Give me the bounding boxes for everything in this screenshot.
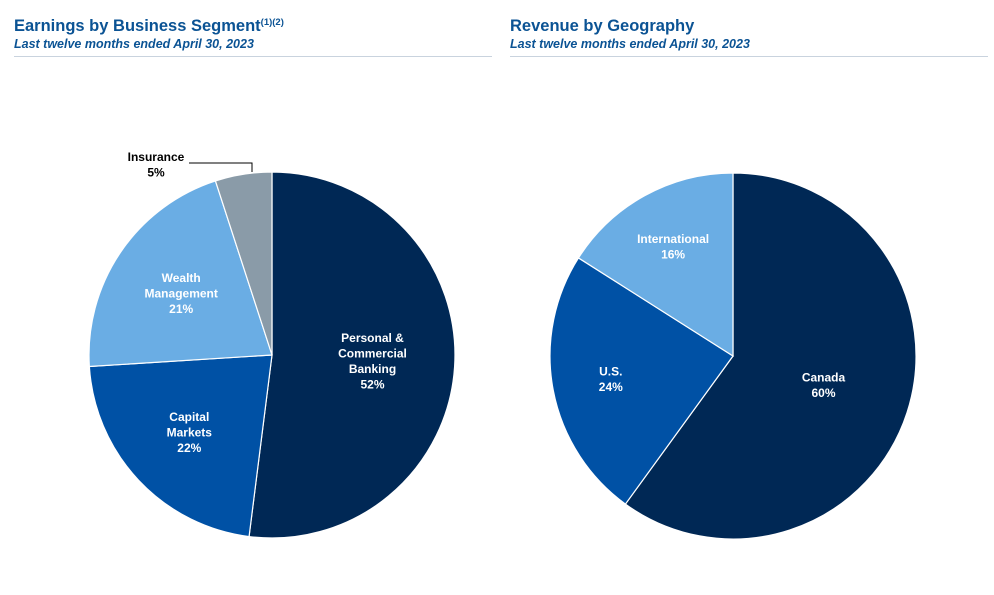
pie-slice-capital-markets [88,354,273,538]
slice-label-insurance: Insurance 5% [128,150,185,180]
pie-slice-personal-commercial-banking [248,171,456,539]
chart-title: Earnings by Business Segment(1)(2) [14,17,284,35]
slice-label-wealth-management: Wealth Management 21% [145,271,218,316]
slice-label-u-s: U.S. 24% [599,365,623,395]
pie-slice-international [577,172,734,358]
earnings-panel: Earnings by Business Segment(1)(2) Last … [14,0,494,57]
chart-subtitle: Last twelve months ended April 30, 2023 [14,37,254,51]
title-footnote: (1)(2) [260,17,284,28]
slice-label-personal-commercial-banking: Personal & Commercial Banking 52% [338,331,407,392]
pie-slice-canada [624,172,917,540]
title-divider [14,56,492,57]
callout-leader-line [189,162,253,172]
slice-label-canada: Canada 60% [802,371,846,401]
chart-subtitle: Last twelve months ended April 30, 2023 [510,37,750,51]
revenue-panel: Revenue by Geography Last twelve months … [510,0,990,57]
chart-title: Revenue by Geography [510,17,695,35]
pie-slice-u-s [549,257,734,505]
pie-slice-wealth-management [88,180,273,368]
slice-label-capital-markets: Capital Markets 22% [167,410,213,455]
slice-label-international: International 16% [637,232,709,262]
pie-slice-insurance [214,171,273,356]
title-divider [510,56,988,57]
